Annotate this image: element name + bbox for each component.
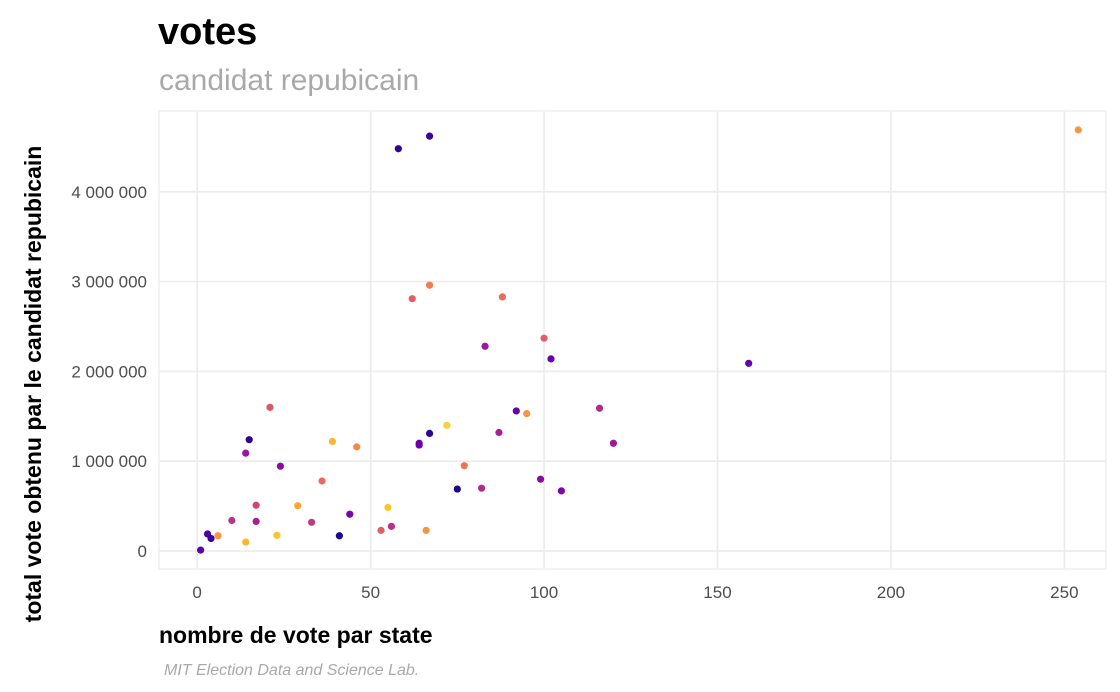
data-point (228, 516, 236, 525)
data-point (207, 534, 215, 543)
data-point (318, 477, 326, 485)
x-tick-label: 200 (877, 583, 905, 602)
x-tick-label: 250 (1050, 583, 1078, 602)
data-point (609, 439, 618, 447)
y-axis-ticks: 0 1 000 000 2 000 000 3 000 000 4 000 000 (71, 183, 147, 561)
y-tick-label: 3 000 000 (71, 273, 147, 292)
data-point (536, 475, 545, 483)
data-points (197, 126, 1082, 554)
data-point (242, 449, 250, 457)
data-point (242, 538, 250, 546)
data-point (273, 531, 281, 539)
data-point (460, 462, 468, 470)
y-tick-label: 4 000 000 (71, 183, 147, 202)
data-point (512, 407, 520, 415)
data-point (252, 517, 260, 526)
data-point (547, 355, 555, 363)
data-point (422, 526, 430, 534)
data-point (481, 342, 489, 350)
data-point (453, 485, 461, 493)
data-point (557, 487, 565, 495)
data-point (595, 404, 604, 412)
data-point (425, 281, 434, 289)
x-tick-label: 150 (703, 583, 731, 602)
data-point (266, 403, 274, 411)
plot-panel (158, 110, 1107, 570)
data-point (540, 334, 548, 342)
data-point (495, 428, 503, 437)
data-point (328, 437, 337, 446)
x-tick-label: 50 (361, 583, 380, 602)
data-point (276, 462, 285, 470)
data-point (745, 359, 753, 367)
x-tick-label: 100 (530, 583, 558, 602)
chart-title: votes (158, 11, 257, 53)
data-point (245, 436, 253, 444)
data-point (377, 526, 385, 534)
data-point (252, 501, 260, 509)
data-point (394, 145, 402, 153)
data-point (308, 518, 316, 526)
data-point (443, 421, 451, 429)
x-tick-label: 0 (192, 583, 201, 602)
y-tick-label: 0 (138, 542, 147, 561)
x-axis-ticks: 0 50 100 150 200 250 (192, 583, 1078, 602)
data-point (478, 484, 486, 492)
data-point (384, 503, 392, 512)
data-point (335, 532, 343, 540)
data-point (353, 443, 361, 451)
data-point (197, 546, 205, 554)
y-tick-label: 1 000 000 (71, 452, 147, 471)
data-point (425, 132, 434, 140)
data-point (346, 510, 354, 518)
data-point (214, 532, 222, 540)
y-axis-title: total vote obtenu par le candidat repubi… (20, 146, 46, 623)
data-point (425, 429, 434, 437)
y-tick-label: 2 000 000 (71, 362, 147, 381)
data-point (1074, 126, 1082, 134)
data-point (408, 295, 416, 303)
data-point (387, 522, 396, 530)
data-point (498, 293, 507, 301)
x-axis-title: nombre de vote par state (159, 622, 433, 648)
grid-lines (159, 111, 1106, 569)
chart-subtitle: candidat repubicain (159, 64, 419, 97)
data-point (523, 410, 531, 418)
data-point (415, 439, 423, 447)
chart-caption: MIT Election Data and Science Lab. (164, 662, 419, 679)
data-point (294, 502, 302, 510)
